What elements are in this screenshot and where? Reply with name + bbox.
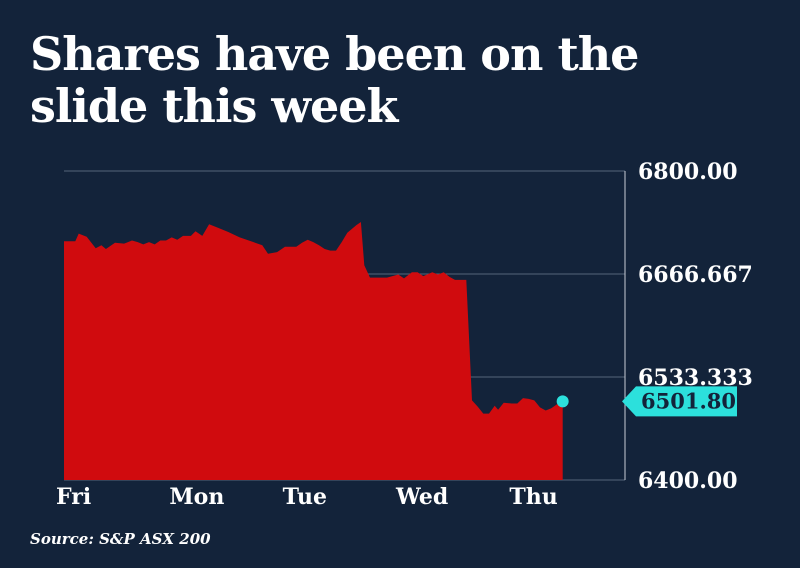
x-tick-label: Fri [56,484,91,510]
y-tick-label: 6800.00 [638,159,738,185]
series-area [64,222,563,480]
last-value-callout: 6501.80 [556,386,737,417]
source-note: Source: S&P ASX 200 [30,530,211,548]
last-value-label: 6501.80 [641,388,736,413]
x-tick-label: Mon [169,484,224,510]
last-value-tag [622,386,737,417]
x-tick-label: Wed [395,484,448,510]
y-tick-label: 6400.00 [638,468,738,494]
last-value-dot [556,395,569,408]
x-tick-label: Tue [283,484,327,510]
x-tick-label: Thu [509,484,557,510]
chart-title: Shares have been on the slide this week [30,27,639,133]
x-tick-labels: Fri Mon Tue Wed Thu [56,484,558,510]
y-tick-label: 6666.667 [638,262,753,288]
